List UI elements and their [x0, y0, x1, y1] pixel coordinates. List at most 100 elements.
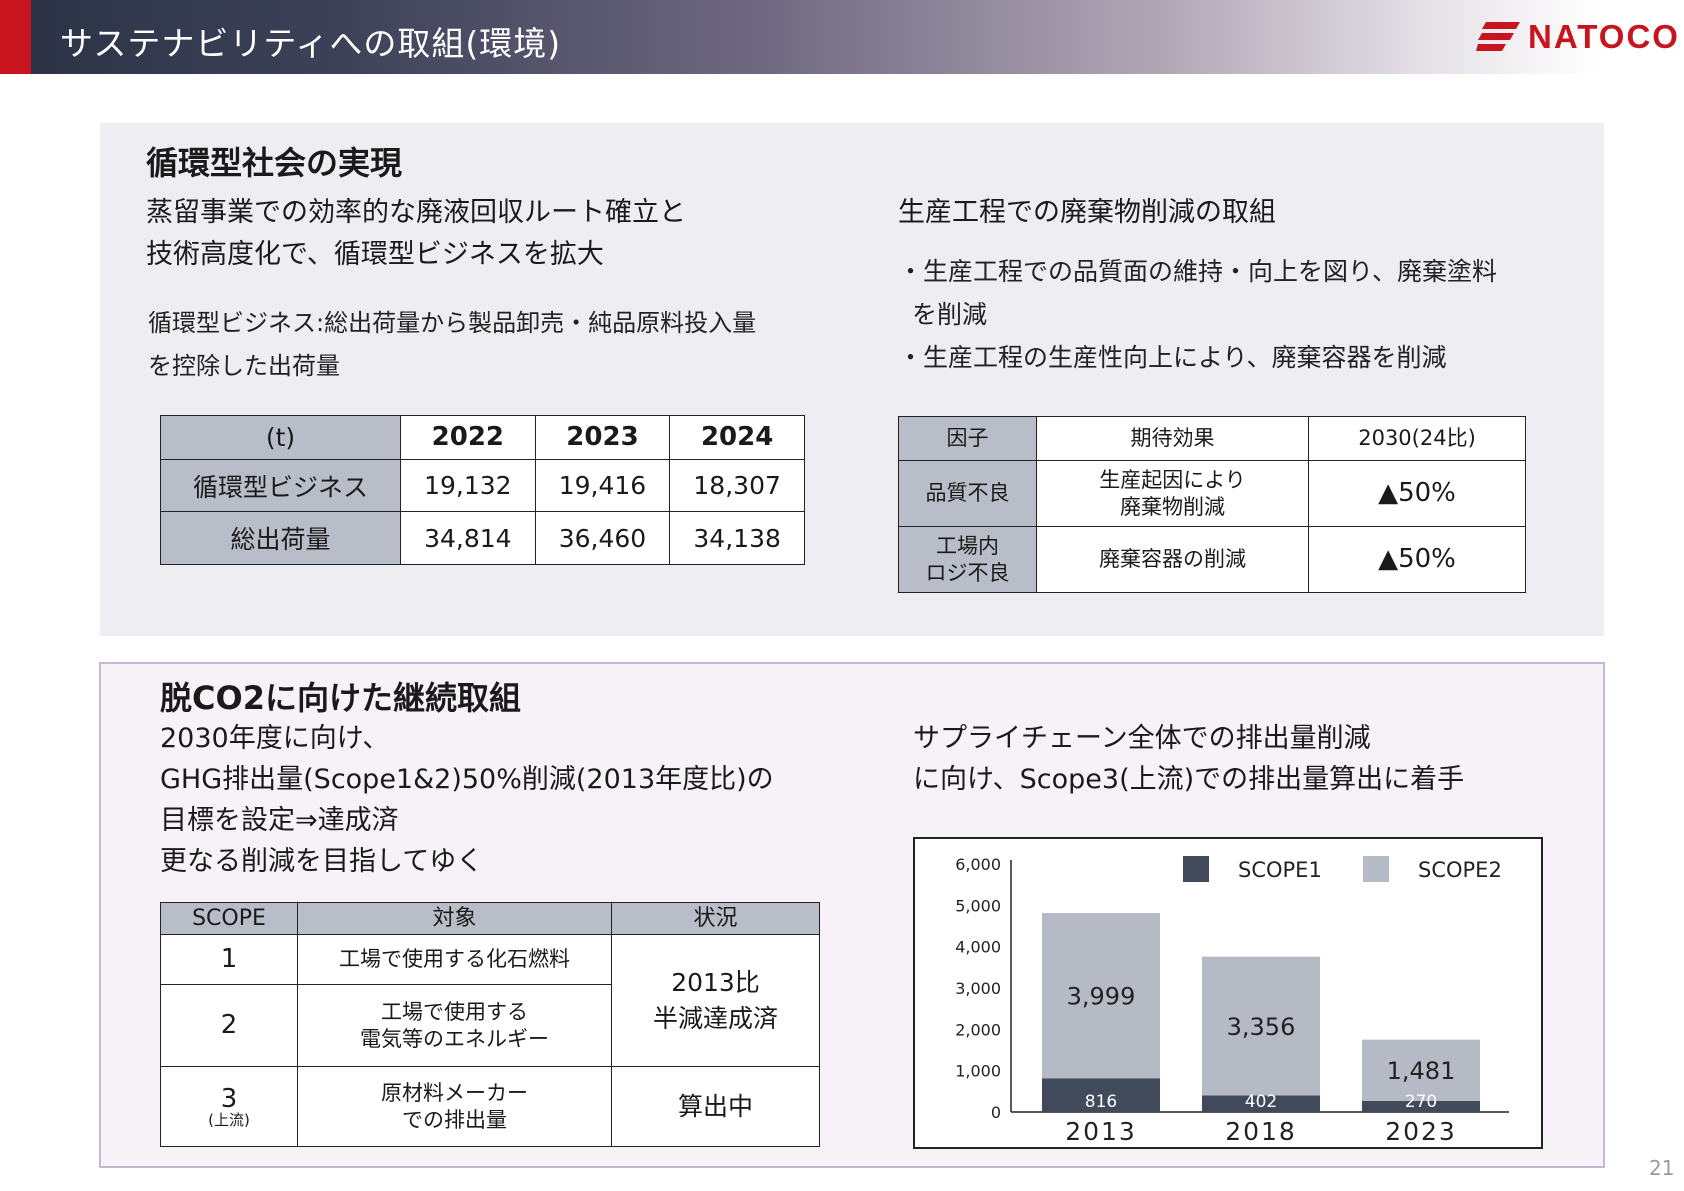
section2-line3: 目標を設定⇒達成済 — [160, 805, 399, 836]
x-tick-label: 2018 — [1225, 1117, 1297, 1146]
table-cell: 18,307 — [669, 458, 805, 513]
x-tick-label: 2013 — [1065, 1117, 1137, 1146]
section2-heading: 脱CO2に向けた継続取組 — [160, 679, 521, 717]
table-header-row: (t) 2022 2023 2024 — [160, 415, 805, 460]
legend-swatch-scope2 — [1363, 856, 1389, 882]
year-2023-header: 2023 — [534, 415, 671, 460]
factor-cell: 工場内 ロジ不良 — [898, 526, 1037, 593]
table-cell: 19,132 — [400, 458, 536, 513]
status-cell: 算出中 — [611, 1066, 820, 1147]
y-tick-label: 6,000 — [955, 855, 1001, 874]
scope-cell: 2 — [160, 984, 298, 1067]
status-line: 半減達成済 — [652, 1003, 778, 1033]
section1-note-line1: 循環型ビジネス:総出荷量から製品卸売・純品原料投入量 — [148, 309, 757, 337]
legend-label-scope2: SCOPE2 — [1418, 858, 1502, 882]
header-scope: SCOPE — [160, 902, 298, 935]
bar-scope1-2023 — [1362, 1100, 1480, 1112]
table-cell: 34,138 — [669, 511, 805, 565]
target-cell: ▲50% — [1308, 526, 1526, 593]
status-line: 2013比 — [671, 967, 760, 997]
table-row: 1 工場で使用する化石燃料 2013比 半減達成済 — [160, 934, 820, 1067]
legend-swatch-scope1 — [1183, 856, 1209, 882]
section2-line2: GHG排出量(Scope1&2)50%削減(2013年度比)の — [160, 764, 774, 795]
data-label-scope2: 3,999 — [1067, 983, 1136, 1011]
table-row: 品質不良 生産起因により 廃棄物削減 ▲50% — [898, 460, 1526, 527]
table-cell: 19,416 — [534, 458, 671, 513]
status-merged-cell: 2013比 半減達成済 — [611, 934, 820, 1067]
section2-line1: 2030年度に向け、 — [160, 723, 390, 754]
chart-svg: 0 1,000 2,000 3,000 4,000 5,000 6,000 816 3,999 2… — [955, 855, 1509, 1146]
target-line: 原材料メーカー — [381, 1080, 528, 1105]
row-label: 総出荷量 — [160, 511, 401, 565]
table-header-row: 因子 期待効果 2030(24比) — [898, 416, 1526, 461]
header-factor: 因子 — [898, 416, 1037, 461]
waste-bullet2: ・生産工程の生産性向上により、廃棄容器を削減 — [898, 343, 1447, 372]
waste-reduction-table: 因子 期待効果 2030(24比) 品質不良 生産起因により 廃棄物削減 ▲50… — [898, 416, 1526, 593]
waste-reduction-heading: 生産工程での廃棄物削減の取組 — [898, 197, 1276, 228]
header-bar: サステナビリティへの取組(環境) — [0, 0, 1684, 74]
target-line: 工場で使用する — [381, 999, 528, 1024]
data-label-scope1: 816 — [1085, 1092, 1117, 1112]
factor-line: 工場内 — [936, 533, 999, 558]
header-effect: 期待効果 — [1036, 416, 1309, 461]
data-label-scope2: 1,481 — [1387, 1057, 1456, 1085]
effect-cell: 廃棄容器の削減 — [1036, 526, 1309, 593]
data-label-scope1: 402 — [1245, 1092, 1277, 1112]
legend-label-scope1: SCOPE1 — [1238, 858, 1322, 882]
target-cell: ▲50% — [1308, 460, 1526, 527]
scope-note: (上流) — [208, 1110, 250, 1129]
y-tick-label: 2,000 — [955, 1020, 1001, 1039]
section1-heading: 循環型社会の実現 — [146, 144, 403, 182]
circular-business-table: (t) 2022 2023 2024 循環型ビジネス 19,132 19,416… — [160, 415, 805, 565]
data-label-scope2: 3,356 — [1227, 1013, 1296, 1041]
target-cell: 工場で使用する化石燃料 — [297, 934, 612, 985]
section2-line4: 更なる削減を目指してゆく — [160, 846, 484, 877]
y-tick-label: 5,000 — [955, 896, 1001, 915]
effect-line: 廃棄物削減 — [1120, 494, 1225, 519]
y-tick-label: 0 — [991, 1103, 1001, 1122]
scope-table: SCOPE 対象 状況 1 工場で使用する化石燃料 2013比 半減達成済 2 … — [160, 902, 820, 1147]
factor-line: ロジ不良 — [925, 560, 1010, 585]
scope3-heading-line1: サプライチェーン全体での排出量削減 — [913, 723, 1371, 754]
target-cell: 原材料メーカー での排出量 — [297, 1066, 612, 1147]
bar-scope1-2018 — [1202, 1095, 1320, 1112]
section1-subheading-line2: 技術高度化で、循環型ビジネスを拡大 — [146, 239, 604, 270]
waste-bullet1-line1: ・生産工程での品質面の維持・向上を図り、廃棄塗料 — [898, 257, 1498, 286]
target-line: での排出量 — [402, 1107, 507, 1132]
scope3-heading-line2: に向け、Scope3(上流)での排出量算出に着手 — [913, 764, 1465, 795]
table-row: 3 (上流) 原材料メーカー での排出量 算出中 — [160, 1066, 820, 1147]
table-row: 総出荷量 34,814 36,460 34,138 — [160, 511, 805, 565]
waste-bullet1-line2: を削減 — [912, 300, 988, 329]
y-tick-label: 4,000 — [955, 938, 1001, 957]
table-row: 工場内 ロジ不良 廃棄容器の削減 ▲50% — [898, 526, 1526, 593]
header-status: 状況 — [611, 902, 820, 935]
header-target: 2030(24比) — [1308, 416, 1526, 461]
factor-cell: 品質不良 — [898, 460, 1037, 527]
unit-cell: (t) — [160, 415, 401, 460]
table-row: 2 工場で使用する 電気等のエネルギー — [160, 984, 820, 1067]
page-number: 21 — [1649, 1156, 1675, 1180]
bar-scope2-2023 — [1362, 1039, 1480, 1101]
header-accent-bar — [0, 0, 31, 74]
natoco-logo: NATOCO — [1476, 18, 1678, 58]
table-row: 循環型ビジネス 19,132 19,416 18,307 — [160, 458, 805, 513]
logo-wordmark: NATOCO — [1528, 18, 1680, 55]
section1-subheading-line1: 蒸留事業での効率的な廃液回収ルート確立と — [146, 197, 686, 228]
target-line: 電気等のエネルギー — [360, 1026, 549, 1051]
page-title: サステナビリティへの取組(環境) — [60, 24, 562, 63]
y-tick-label: 1,000 — [955, 1062, 1001, 1081]
table-cell: 34,814 — [400, 511, 536, 565]
target-cell: 工場で使用する 電気等のエネルギー — [297, 984, 612, 1067]
header-target: 対象 — [297, 902, 612, 935]
table-cell: 36,460 — [534, 511, 671, 565]
y-tick-label: 3,000 — [955, 979, 1001, 998]
effect-line: 生産起因により — [1099, 467, 1246, 492]
x-tick-label: 2023 — [1385, 1117, 1457, 1146]
ghg-emissions-chart: 0 1,000 2,000 3,000 4,000 5,000 6,000 816 3,999 2… — [913, 837, 1543, 1149]
table-header-row: SCOPE 対象 状況 — [160, 902, 820, 935]
effect-cell: 生産起因により 廃棄物削減 — [1036, 460, 1309, 527]
scope-cell: 3 (上流) — [160, 1066, 298, 1147]
year-2024-header: 2024 — [669, 415, 805, 460]
bar-scope2-2018 — [1202, 956, 1320, 1096]
bar-scope1-2013 — [1042, 1078, 1160, 1112]
